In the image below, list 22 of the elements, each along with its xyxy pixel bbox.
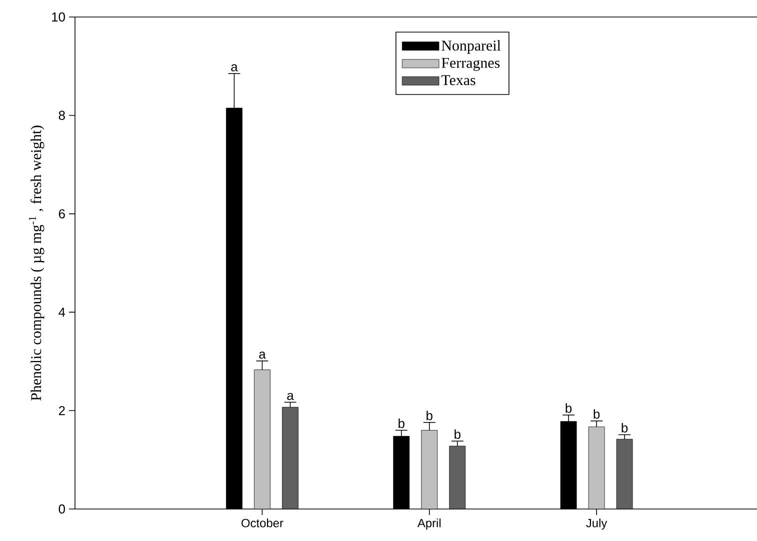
y-tick-label: 8 bbox=[58, 110, 65, 120]
annotation: a bbox=[259, 352, 266, 359]
y-tick-label: 10 bbox=[52, 12, 65, 22]
legend-label: Texas bbox=[441, 75, 476, 86]
legend-label: Nonpareil bbox=[442, 40, 501, 54]
annotation: b bbox=[566, 403, 572, 413]
x-tick-label: July bbox=[586, 518, 608, 530]
annotation: b bbox=[426, 410, 432, 420]
x-tick-label: April bbox=[417, 518, 441, 530]
annotation: b bbox=[622, 422, 628, 433]
y-axis-title: Phenolic compounds ( µg mg$^{-1}$ , fresh weight) bbox=[28, 126, 44, 401]
x-tick-label: October bbox=[242, 518, 284, 528]
y-tick-label: 6 bbox=[58, 209, 65, 218]
annotation: b bbox=[594, 409, 600, 419]
y-tick-label: 4 bbox=[58, 308, 66, 317]
y-tick-label: 0 bbox=[58, 504, 65, 514]
y-tick-label: 2 bbox=[58, 406, 65, 416]
annotation: b bbox=[398, 418, 404, 428]
annotation: a bbox=[287, 392, 294, 400]
annotation: a bbox=[231, 64, 238, 72]
legend-label: Ferragnes bbox=[442, 58, 500, 71]
annotation: b bbox=[454, 429, 460, 439]
